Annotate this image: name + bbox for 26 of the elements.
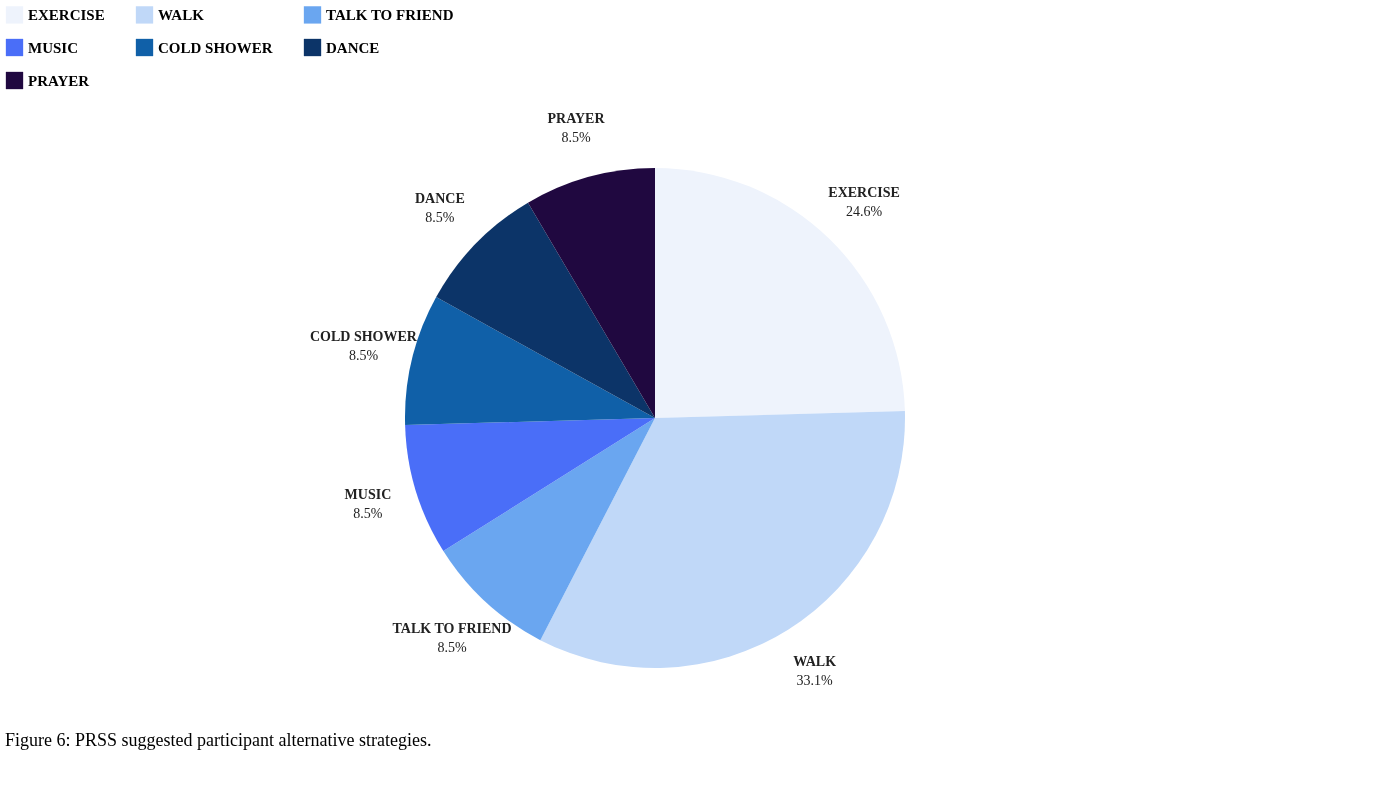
slice-label: TALK TO FRIEND	[392, 620, 512, 636]
legend-label: MUSIC	[28, 39, 79, 56]
slice-label: MUSIC	[344, 487, 392, 503]
slice-label: PRAYER	[547, 110, 606, 126]
legend-label: COLD SHOWER	[158, 39, 273, 56]
data-label: 24.6%	[846, 203, 883, 219]
data-label: 8.5%	[561, 129, 591, 145]
data-label: 33.1%	[796, 672, 834, 688]
slice-label: DANCE	[415, 190, 465, 206]
legend-label: EXERCISE	[28, 6, 105, 23]
legend-label: PRAYER	[28, 72, 90, 89]
pie-slice	[540, 410, 905, 668]
data-label: 8.5%	[348, 348, 379, 364]
legend-label: TALK TO FRIEND	[326, 6, 454, 23]
data-label: 8.5%	[437, 639, 467, 655]
legend-label: DANCE	[326, 39, 380, 56]
slice-label: COLD SHOWER	[309, 329, 418, 345]
slice-label: EXERCISE	[828, 184, 900, 200]
data-label: 8.5%	[425, 209, 455, 225]
caption: Figure 6: PRSS suggested participant alternative strategies.	[5, 730, 432, 750]
data-label: 8.5%	[353, 506, 383, 522]
pie-slice	[527, 168, 655, 418]
pie-slice	[405, 418, 655, 552]
legend-label: WALK	[158, 6, 205, 23]
pie-slice	[655, 168, 905, 418]
slice-label: WALK	[793, 653, 837, 669]
